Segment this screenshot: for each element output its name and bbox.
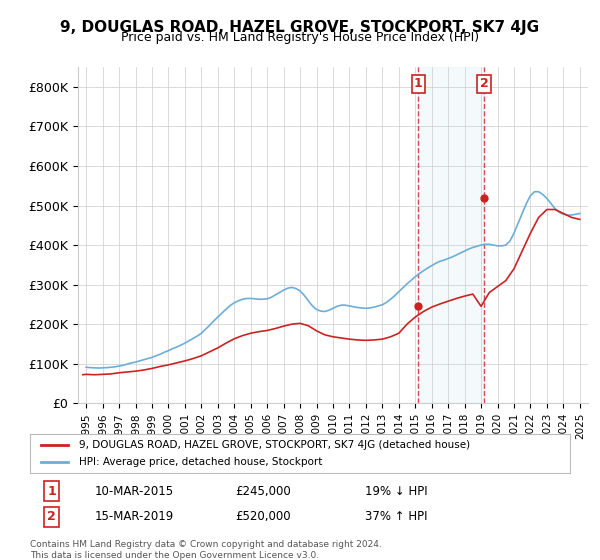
Text: 2: 2: [47, 510, 56, 524]
Text: 10-MAR-2015: 10-MAR-2015: [95, 484, 174, 498]
Bar: [418, 67, 484, 403]
Text: 15-MAR-2019: 15-MAR-2019: [95, 510, 174, 524]
Text: 1: 1: [47, 484, 56, 498]
Text: 19% ↓ HPI: 19% ↓ HPI: [365, 484, 427, 498]
Text: 9, DOUGLAS ROAD, HAZEL GROVE, STOCKPORT, SK7 4JG (detached house): 9, DOUGLAS ROAD, HAZEL GROVE, STOCKPORT,…: [79, 440, 470, 450]
Text: Contains HM Land Registry data © Crown copyright and database right 2024.
This d: Contains HM Land Registry data © Crown c…: [30, 540, 382, 560]
Text: £245,000: £245,000: [235, 484, 291, 498]
Text: HPI: Average price, detached house, Stockport: HPI: Average price, detached house, Stoc…: [79, 457, 322, 467]
Text: 1: 1: [414, 77, 423, 90]
Text: 37% ↑ HPI: 37% ↑ HPI: [365, 510, 427, 524]
Text: £520,000: £520,000: [235, 510, 291, 524]
Text: 9, DOUGLAS ROAD, HAZEL GROVE, STOCKPORT, SK7 4JG: 9, DOUGLAS ROAD, HAZEL GROVE, STOCKPORT,…: [61, 20, 539, 35]
Text: Price paid vs. HM Land Registry's House Price Index (HPI): Price paid vs. HM Land Registry's House …: [121, 31, 479, 44]
Text: 2: 2: [480, 77, 489, 90]
